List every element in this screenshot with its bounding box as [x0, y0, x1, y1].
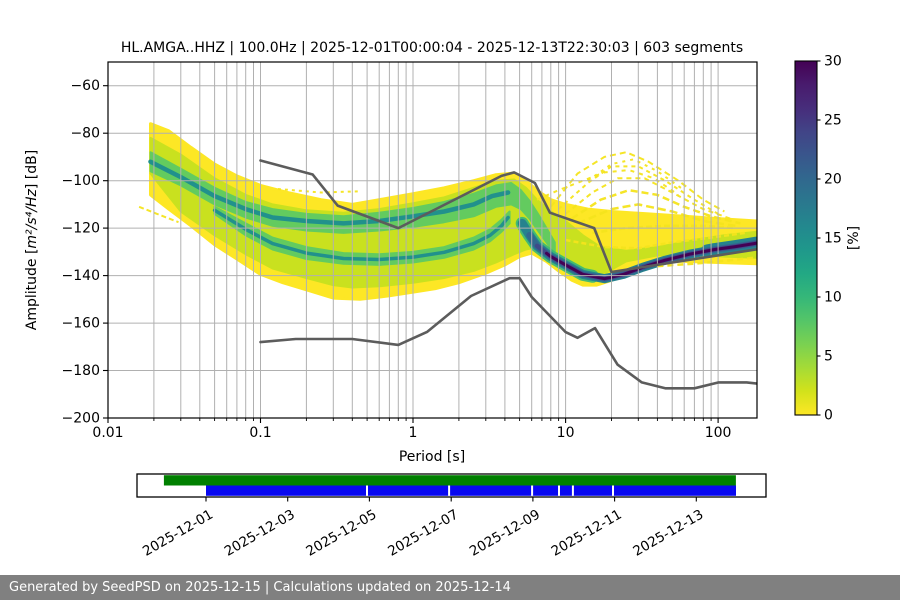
y-tick-label: −200 — [62, 411, 100, 427]
colorbar-tick-label: 20 — [824, 172, 842, 188]
nhnm-line — [259, 159, 757, 274]
x-tick-label: 10 — [557, 425, 575, 441]
colorbar-gradient — [795, 61, 817, 415]
ppsd-chart-svg: 0.01 0.1 1 10 100−60−80−100−120−140−160−180−… — [24, 40, 862, 560]
nlnm-line — [259, 276, 757, 390]
y-axis-label-prefix: Amplitude [ — [24, 249, 40, 331]
timeline-gap — [366, 485, 368, 496]
plot-grid — [108, 62, 757, 418]
timeline-gap — [558, 485, 560, 496]
x-tick-label: 100 — [705, 425, 732, 441]
footer-text: Generated by SeedPSD on 2025-12-15 | Cal… — [9, 580, 511, 595]
timeline-date-label: 2025-12-01 — [140, 507, 216, 560]
y-tick-label: −160 — [62, 316, 100, 332]
y-tick-label: −80 — [70, 126, 100, 142]
colorbar-tick-label: 5 — [824, 349, 833, 365]
y-tick-label: −100 — [62, 173, 100, 189]
y-axis-label-math: m²/s⁴/Hz — [24, 188, 40, 248]
earthquake-arc-5 — [587, 158, 685, 192]
colorbar-label: [%] — [846, 226, 862, 250]
earthquake-arc-0 — [550, 151, 725, 213]
y-axis-label-suffix: ] [dB] — [24, 150, 40, 189]
y-tick-label: −140 — [62, 268, 100, 284]
colorbar-tick-label: 0 — [824, 408, 833, 424]
x-tick-label: 0.1 — [249, 425, 271, 441]
earthquake-arc-8 — [565, 231, 746, 250]
axes-spine — [107, 61, 758, 419]
timeline-gap — [448, 485, 451, 496]
chart-title: HL.AMGA..HHZ | 100.0Hz | 2025-12-01T00:0… — [121, 40, 743, 56]
colorbar-tick-label: 25 — [824, 113, 842, 129]
coverage-timeline: 2025-12-01 2025-12-03 2025-12-05 2025-12-07… — [136, 473, 767, 560]
density-mesh — [138, 122, 757, 301]
colorbar-tick-label: 10 — [824, 290, 842, 306]
earthquake-arc-4 — [577, 203, 736, 228]
timeline-gap — [531, 485, 534, 496]
timeline-date-label: 2025-12-03 — [222, 507, 298, 560]
y-axis-label: Amplitude [m²/s⁴/Hz] [dB] — [24, 150, 40, 330]
axes-ticks: 0.01 0.1 1 10 100 −60 −80 −100 −120 −140 −160 −180 −… — [62, 78, 732, 441]
colorbar: 0 5 10 15 20 25 30 [%] — [794, 54, 862, 424]
x-axis-label: Period [s] — [399, 449, 465, 465]
x-tick-label: 1 — [409, 425, 418, 441]
earthquake-arc-11 — [138, 205, 179, 224]
earthquake-arc-6 — [536, 169, 680, 201]
timeline-date-label: 2025-12-07 — [385, 507, 461, 560]
colorbar-tick-label: 30 — [824, 54, 842, 70]
y-tick-label: −60 — [70, 78, 100, 94]
y-tick-label: −120 — [62, 221, 100, 237]
timeline-date-label: 2025-12-05 — [303, 507, 379, 560]
earthquake-arc-7 — [592, 224, 736, 235]
y-tick-label: −180 — [62, 363, 100, 379]
data-coverage-bar — [206, 485, 736, 496]
noise-model-lines — [259, 159, 757, 390]
earthquake-arc-10 — [277, 188, 361, 194]
metadata-coverage-bar — [163, 475, 736, 486]
timeline-date-label: 2025-12-09 — [467, 507, 543, 560]
density-ridge-teal-lower-mode — [212, 208, 510, 262]
timeline-date-label: 2025-12-11 — [549, 507, 625, 560]
timeline-date-label: 2025-12-13 — [630, 507, 706, 560]
x-tick-label: 0.01 — [92, 425, 123, 441]
colorbar-ticks: 0 5 10 15 20 25 30 — [817, 54, 842, 424]
timeline-gap — [571, 485, 574, 496]
earthquake-arc-9 — [657, 256, 754, 268]
timeline-gap — [612, 485, 614, 496]
colorbar-tick-label: 15 — [824, 231, 842, 247]
footer-bar: Generated by SeedPSD on 2025-12-15 | Cal… — [0, 575, 900, 600]
